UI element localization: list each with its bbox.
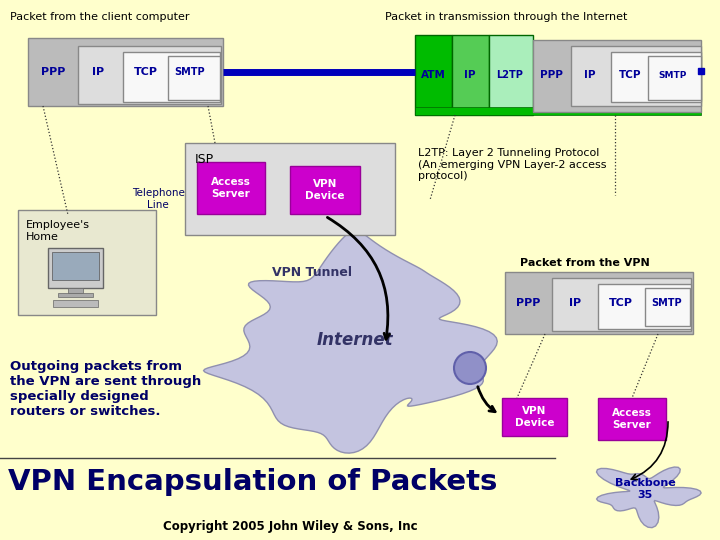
Bar [168,56,220,100]
Bar [78,46,221,104]
Bar [505,272,693,334]
Text: ATM: ATM [420,70,446,80]
Bar [18,210,156,315]
Text: Packet from the client computer: Packet from the client computer [10,12,189,22]
Bar [598,284,691,329]
Text: VPN
Device: VPN Device [305,179,345,201]
Text: Access
Server: Access Server [612,408,652,430]
Bar [53,300,98,307]
Bar [123,52,220,102]
Text: SMTP: SMTP [175,67,205,77]
Text: SMTP: SMTP [652,298,683,308]
Text: Packet from the VPN: Packet from the VPN [520,258,649,268]
Bar [598,398,666,440]
Text: Access
Server: Access Server [211,177,251,199]
Bar [68,288,83,293]
Bar [290,166,360,214]
Text: VPN
Device: VPN Device [515,406,554,428]
Text: VPN Encapsulation of Packets: VPN Encapsulation of Packets [8,468,498,496]
Bar [197,162,265,214]
Bar [502,398,567,436]
Bar [648,56,701,100]
Bar [489,35,533,115]
Text: TCP: TCP [618,70,642,80]
Text: Telephone
Line: Telephone Line [132,188,184,210]
Text: TCP: TCP [134,67,158,77]
Bar [52,252,99,280]
Bar [58,293,93,297]
Text: PPP: PPP [516,298,540,308]
Text: VPN Tunnel: VPN Tunnel [272,266,352,279]
Text: ISP: ISP [195,153,214,166]
Bar [533,40,701,112]
Bar [185,143,395,235]
Bar [48,248,103,288]
Text: SMTP: SMTP [659,71,687,79]
Text: TCP: TCP [609,298,633,308]
Text: Employee's
Home: Employee's Home [26,220,90,241]
Bar [571,46,701,106]
Bar [552,278,691,331]
Text: PPP: PPP [41,67,66,77]
Bar [452,35,489,115]
Text: IP: IP [584,70,595,80]
Text: Copyright 2005 John Wiley & Sons, Inc: Copyright 2005 John Wiley & Sons, Inc [163,520,418,533]
Bar [611,52,701,102]
Text: L2TP: L2TP [497,70,523,80]
Text: PPP: PPP [539,70,562,80]
Text: IP: IP [92,67,104,77]
Text: Packet in transmission through the Internet: Packet in transmission through the Inter… [385,12,627,22]
Bar [415,35,452,115]
Bar [645,288,690,326]
Text: IP: IP [464,70,476,80]
Bar [415,107,701,115]
Text: Internet: Internet [317,331,393,349]
Text: Backbone
35: Backbone 35 [615,478,675,500]
Circle shape [454,352,486,384]
Polygon shape [596,467,701,528]
Bar [28,38,223,106]
Text: IP: IP [569,298,581,308]
Polygon shape [204,230,498,453]
Text: L2TP: Layer 2 Tunneling Protocol
(An emerging VPN Layer-2 access
protocol): L2TP: Layer 2 Tunneling Protocol (An eme… [418,148,606,181]
Text: Outgoing packets from
the VPN are sent through
specially designed
routers or swi: Outgoing packets from the VPN are sent t… [10,360,202,418]
